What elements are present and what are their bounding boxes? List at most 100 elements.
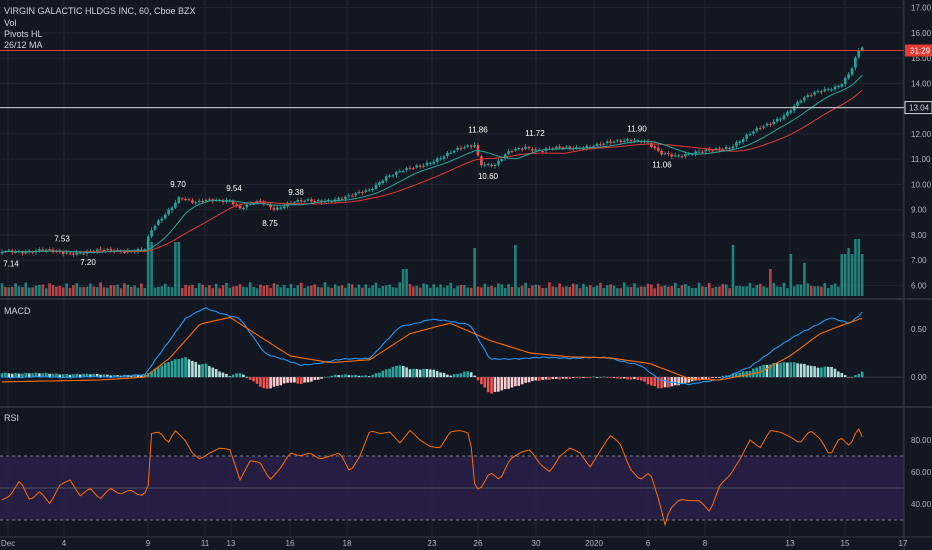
macd-histogram-bar [48,373,51,378]
volume-bar [466,287,470,296]
macd-histogram-bar [357,375,361,378]
volume-bar [177,242,181,296]
volume-bar [483,283,487,296]
macd-histogram-bar [826,366,830,378]
macd-histogram-bar [701,377,704,380]
macd-histogram-bar [643,377,646,382]
hline-price-badge [904,101,932,115]
macd-histogram-bar [592,376,595,378]
candle-body [313,200,317,202]
volume-bar [701,286,704,296]
candle-body [585,146,589,149]
volume-bar [592,287,595,296]
macd-histogram-bar [745,371,748,378]
volume-bar [643,286,646,296]
candle-body [616,140,619,142]
macd-histogram-bar [544,377,548,380]
volume-bar [582,283,585,296]
price-tick-label: 14.00 [911,79,932,88]
macd-histogram-bar [813,366,816,378]
candle-body [449,152,453,154]
macd-histogram-bar [687,377,691,383]
volume-bar [565,286,568,296]
volume-bar [762,286,765,296]
candle-body [857,50,861,58]
volume-bar [435,287,439,296]
volume-bar [269,287,272,296]
macd-histogram-bar [201,364,204,378]
macd-histogram-bar [721,375,725,378]
macd-histogram-bar [374,373,378,378]
time-tick-label: Dec [1,539,15,548]
candle-body [262,201,266,205]
macd-histogram-bar [616,377,619,379]
macd-histogram-bar [89,374,92,378]
volume-bar [449,282,453,296]
macd-histogram-bar [823,366,827,378]
macd-histogram-bar [786,362,789,378]
candle-body [724,147,728,150]
price-tick-label: 10.00 [911,180,932,189]
candle-body [201,200,204,202]
macd-histogram-bar [646,377,650,385]
macd-histogram-bar [116,375,119,378]
volume-bar [150,242,153,296]
macd-histogram-bar [520,377,524,385]
volume-bar [531,285,534,296]
macd-histogram-bar [265,377,269,389]
volume-bar [765,287,769,296]
macd-histogram-bar [197,364,201,378]
candle-body [531,149,534,151]
volume-bar [418,287,422,296]
candle-body [163,214,167,219]
candle-body [619,140,623,142]
candle-body [823,89,827,92]
macd-histogram-bar [133,374,136,378]
candle-body [395,171,398,175]
candle-body [259,200,262,202]
macd-histogram-bar [418,369,422,378]
candle-body [136,248,140,252]
macd-histogram-bar [639,377,643,381]
macd-histogram-bar [316,377,320,380]
indicator-pivots-label: Pivots HL [4,29,43,39]
volume-bar [588,285,592,296]
volume-bar [422,283,425,296]
macd-histogram-bar [58,374,62,378]
candle-body [792,105,796,111]
macd-histogram-bar [551,377,555,379]
candle-body [245,204,249,208]
volume-bar [694,287,697,296]
macd-histogram-bar [408,369,412,378]
volume-bar [27,287,31,296]
volume-bar [306,286,310,296]
candle-body [21,251,24,254]
ma-slow-line [1,89,863,253]
candle-body [48,249,51,251]
candle-body [595,143,599,147]
volume-bar [687,286,691,296]
candle-body [840,84,844,87]
volume-bar [527,288,531,296]
price-tick-label: 16.00 [911,29,932,38]
candle-body [837,85,840,88]
candle-body [310,199,313,202]
candle-body [439,158,442,160]
hline-price-badge-text: 13.04 [909,104,930,113]
macd-histogram-bar [14,373,17,378]
candle-body [72,253,75,255]
volume-bar [561,287,565,296]
macd-histogram-bar [809,365,813,378]
candle-body [731,146,735,149]
volume-bar [537,285,541,296]
candle-body [707,149,711,151]
candle-body [194,202,198,204]
volume-bar [327,286,330,296]
volume-bar [316,287,320,296]
time-tick-label: 15 [841,539,850,548]
candle-body [361,191,364,193]
volume-bar [388,284,391,296]
rsi-tick-label: 80.00 [911,436,932,445]
volume-bar [191,284,194,296]
